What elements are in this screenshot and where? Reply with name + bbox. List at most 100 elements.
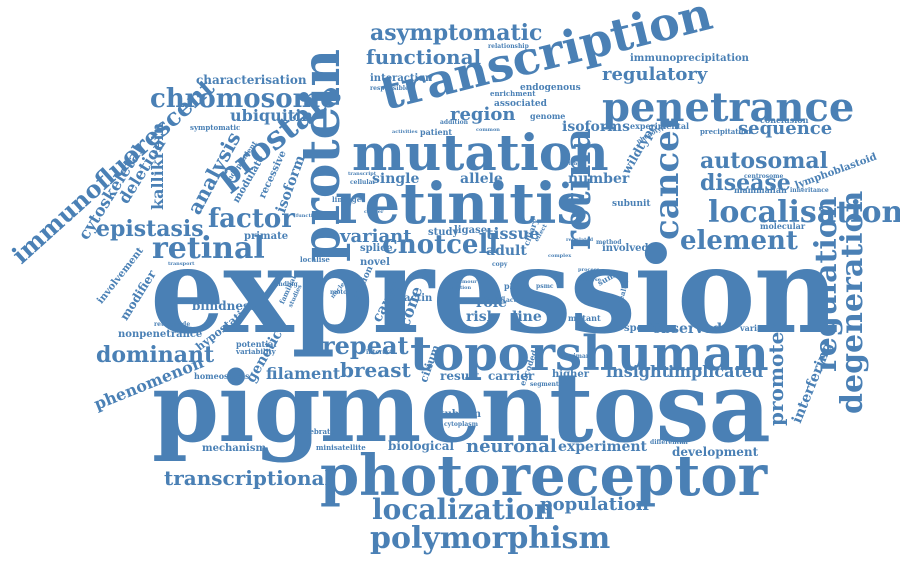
word-cnotcell: cnotcell [382,230,499,260]
word-correlation: correlation [440,285,472,291]
word-localise: localise [300,255,330,264]
word-specific: specific [624,323,667,334]
word-vertebrate: vertebrate [294,427,335,436]
word-single: single [372,171,420,187]
word-conclusion: conclusion [760,115,809,125]
word-result: result [440,369,480,383]
word-carrier: carrier [488,369,535,383]
word-patient: patient [420,127,453,137]
word-penetrance: penetrance [602,84,855,131]
word-functional: functional [366,45,482,69]
word-retinal: retinal [152,231,265,266]
word-minisatellite: minisatellite [316,443,366,452]
word-complex: complex [548,253,572,259]
word-degeneration: degeneration [835,190,870,414]
word-cellular: cellular [350,179,376,186]
word-variable: variable [560,161,583,167]
word-insight: insight [606,362,670,381]
word-function: function [296,213,320,219]
word-variant: variant [340,226,412,247]
word-primary: primary [566,353,593,360]
word-mechanism: mechanism [202,443,267,454]
word-acting: acting [484,295,506,302]
word-genome: genome [530,111,566,121]
word-line: line [512,309,542,325]
word-motor: motor [330,289,351,296]
word-tissue: tissue [486,224,540,243]
word-mutation: mutation [352,123,609,182]
word-finding: finding [274,281,298,288]
word-filament: filament [266,364,341,383]
word-observed: observed [652,321,723,337]
word-transcriptional: transcriptional [164,466,333,490]
word-relationship: relationship [488,43,529,50]
word-transport: transport [168,261,195,267]
word-tumour: tumour [456,279,477,285]
word-activities: activities [392,129,418,135]
word-interaction: interaction [370,73,433,84]
word-disease: disease [700,170,791,196]
word-factor: factor [208,204,295,234]
word-study: study [428,227,459,238]
word-autosomal: autosomal [700,148,829,174]
word-mammalian: mammalian [734,185,787,195]
word-segment: segment [530,381,559,388]
word-psmc: psmc [536,283,554,290]
word-element: element [680,226,798,256]
word-promoter: promoter [764,321,788,426]
word-interact: interact [366,349,393,356]
word-experimental: experimental [630,121,690,131]
word-subunit: subunit [612,199,651,209]
word-retrograde: retrograde [154,321,191,328]
word-centrosome: centrosome [744,173,784,180]
word-localization: localization [372,493,555,526]
word-variability: variability [236,347,276,356]
word-characterisation: characterisation [196,73,307,87]
word-potential: potential [236,339,277,349]
word-cytoplasm: cytoplasm [444,421,479,428]
word-ubiquitin: ubiquitin [230,106,313,125]
word-transcript: transcript [348,171,377,177]
word-photoreceptor: photoreceptor [320,443,768,509]
word-neuronal: neuronal [466,436,557,457]
word-cluster: cluster [364,209,384,215]
word-localisation: localisation [708,195,900,230]
word-expression: expression [150,221,839,360]
word-p26s: p26s [504,281,526,291]
word-epistasis: epistasis [96,216,204,242]
word-associated: associated [494,99,547,109]
word-asymptomatic: asymptomatic [370,20,543,46]
word-regulated: regulated [566,237,594,243]
word-higher: higher [552,369,589,380]
word-regulatory: regulatory [602,64,708,85]
word-activity: activity [506,297,531,304]
word-endogenous: endogenous [520,83,581,93]
word-repeat: repeat [322,331,409,360]
word-implicated: implicated [668,362,764,381]
word-biological: biological [388,439,455,453]
word-region: region [450,104,516,125]
word-inheritance: inheritance [790,187,829,194]
word-symptomatic: symptomatic [190,123,241,132]
word-addition: addition [440,119,468,126]
word-tubulin: tubulin [440,409,482,420]
word-breast: breast [340,358,411,382]
word-nonpenetrance: nonpenetrance [118,329,203,340]
word-immunoprecipitation: immunoprecipitation [630,53,749,64]
word-population: population [540,494,650,515]
word-copy: copy [492,261,508,268]
word-process: process [578,267,600,273]
word-risk: risk [466,309,497,325]
word-homeostasis: homeostasis [194,371,250,381]
word-polymorphism: polymorphism [370,521,611,556]
word-differential: differential [650,439,688,446]
word-mutant: mutant [568,313,601,323]
word-precipitation: precipitation [700,127,751,136]
word-sequence: sequence [738,118,833,139]
word-number: number [568,171,630,187]
word-allele: allele [460,171,503,187]
word-isoforms: isoforms [562,119,630,135]
word-chromosome: chromosome [150,84,337,114]
word-novel: novel [360,257,390,268]
